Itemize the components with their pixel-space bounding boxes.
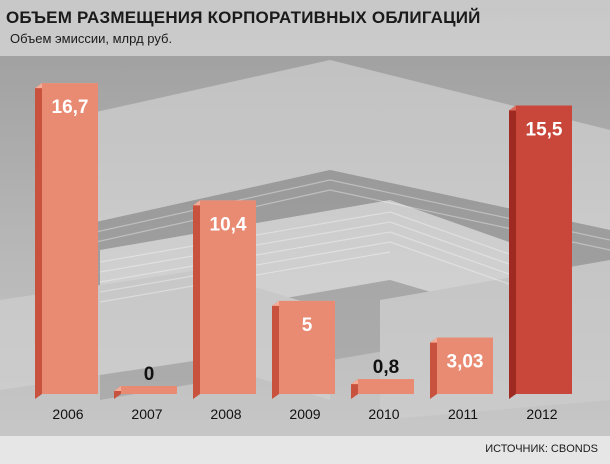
bar-value-label: 10,4 bbox=[210, 214, 247, 235]
bar-value-label: 0 bbox=[144, 364, 155, 385]
bar bbox=[358, 379, 414, 394]
bar bbox=[516, 105, 572, 394]
x-tick-label: 2010 bbox=[368, 406, 399, 422]
bar bbox=[200, 200, 256, 394]
x-tick-label: 2012 bbox=[526, 406, 557, 422]
bar bbox=[42, 83, 98, 394]
x-tick-label: 2007 bbox=[131, 406, 162, 422]
y-axis-label: Объем эмиссии, млрд руб. bbox=[10, 31, 173, 46]
bar bbox=[437, 337, 493, 394]
bar-value-label: 16,7 bbox=[52, 97, 89, 118]
bar-side bbox=[193, 200, 200, 399]
bar-side bbox=[272, 300, 279, 399]
bar-value-label: 5 bbox=[302, 315, 313, 336]
x-tick-label: 2011 bbox=[448, 406, 478, 422]
bar bbox=[279, 300, 335, 394]
x-tick-label: 2006 bbox=[52, 406, 83, 422]
x-tick-label: 2009 bbox=[289, 406, 320, 422]
bar-value-label: 3,03 bbox=[447, 352, 484, 373]
bar-side bbox=[509, 105, 516, 399]
bar-side bbox=[430, 337, 437, 399]
bar-side bbox=[35, 83, 42, 399]
bar-value-label: 0,8 bbox=[373, 357, 399, 378]
source-note: ИСТОЧНИК: CBONDS bbox=[485, 443, 598, 455]
x-tick-label: 2008 bbox=[210, 406, 241, 422]
chart-title: ОБЪЕМ РАЗМЕЩЕНИЯ КОРПОРАТИВНЫХ ОБЛИГАЦИЙ bbox=[6, 8, 481, 27]
bar bbox=[121, 386, 177, 394]
bar-value-label: 15,5 bbox=[526, 120, 563, 141]
